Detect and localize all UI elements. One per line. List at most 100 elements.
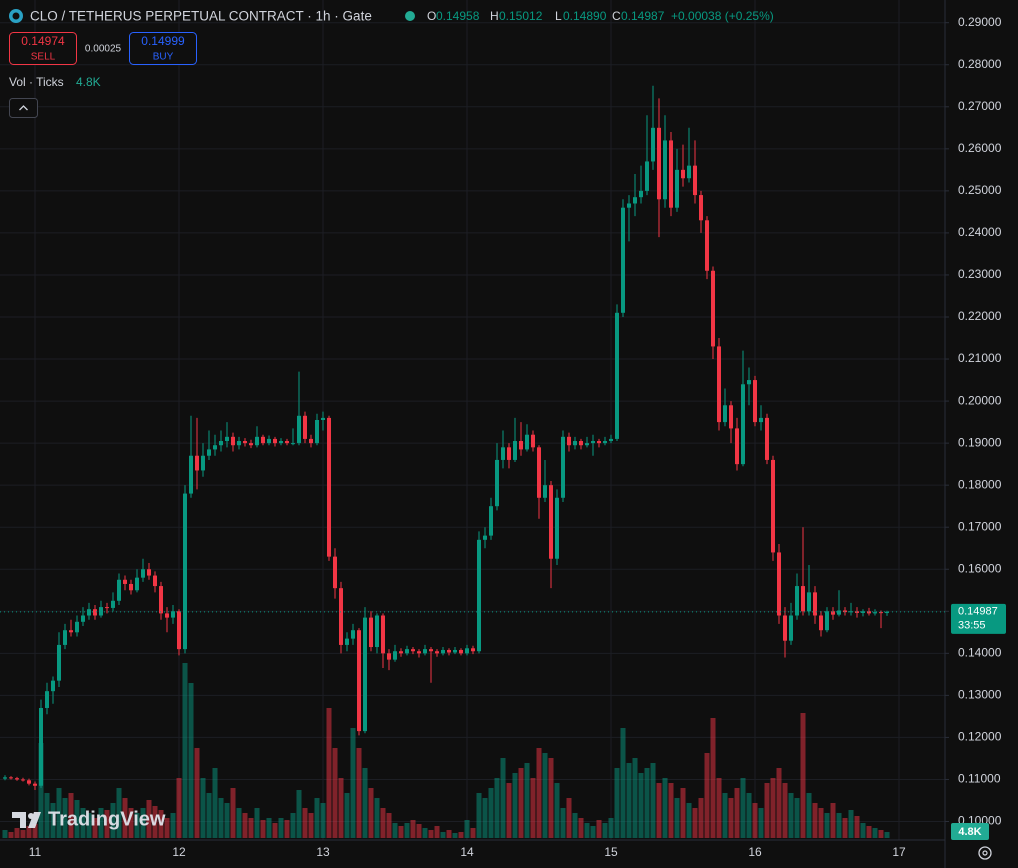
candle-body: [219, 441, 223, 446]
sell-button[interactable]: 0.14974 SELL: [9, 32, 77, 65]
candle-body: [213, 445, 217, 450]
candle-body: [861, 611, 865, 613]
volume-bar: [500, 758, 506, 838]
candle-body: [315, 420, 319, 444]
y-tick-label: 0.25000: [958, 183, 1002, 197]
volume-bar: [446, 830, 452, 838]
volume-bar: [710, 718, 716, 838]
settings-icon-core[interactable]: [982, 850, 988, 856]
sell-label[interactable]: SELL: [31, 52, 56, 63]
candle-body: [333, 556, 337, 589]
volume-bar: [506, 783, 512, 838]
y-tick-label: 0.23000: [958, 267, 1002, 281]
candle-body: [75, 621, 79, 633]
volume-bar: [128, 808, 134, 838]
volume-bar: [722, 793, 728, 838]
buy-label[interactable]: BUY: [153, 52, 174, 63]
volume-bar: [386, 813, 392, 838]
volume-bar: [170, 813, 176, 838]
sell-price[interactable]: 0.14974: [21, 34, 65, 48]
candle-body: [615, 312, 619, 439]
candle-body: [483, 535, 487, 540]
settings-button[interactable]: [978, 846, 992, 860]
volume-bar: [770, 778, 776, 838]
candle-body: [711, 270, 715, 347]
volume-layer: [2, 663, 890, 838]
volume-title: Vol · Ticks: [9, 75, 64, 89]
volume-badge: [951, 823, 989, 840]
candle-body: [243, 441, 247, 444]
candle-body: [237, 441, 241, 446]
volume-bar: [434, 826, 440, 838]
candle-body: [723, 405, 727, 423]
volume-bar: [392, 823, 398, 838]
volume-bar: [50, 803, 56, 838]
candle-body: [345, 638, 349, 645]
volume-bar: [860, 823, 866, 838]
candle-body: [105, 607, 109, 609]
candle-body: [717, 346, 721, 423]
collapse-frame[interactable]: [9, 98, 38, 118]
candle-body: [225, 436, 229, 442]
candle-body: [111, 600, 115, 608]
candle-body: [435, 651, 439, 654]
collapse-chevron[interactable]: [19, 105, 28, 111]
candle-body: [741, 384, 745, 465]
volume-bar: [752, 803, 758, 838]
buy-price[interactable]: 0.14999: [141, 34, 185, 48]
volume-bar: [314, 798, 320, 838]
watermark: TradingView: [12, 808, 166, 830]
candle-body: [489, 506, 493, 536]
volume-bar: [230, 788, 236, 838]
candle-body: [231, 436, 235, 446]
candle-body: [585, 443, 589, 446]
y-tick-label: 0.28000: [958, 57, 1002, 71]
volume-bar: [854, 816, 860, 838]
y-tick-label: 0.17000: [958, 519, 1002, 533]
candle-body: [789, 615, 793, 641]
candle-body: [303, 415, 307, 439]
volume-bar: [866, 826, 872, 838]
candle-body: [801, 586, 805, 612]
candle-body: [465, 648, 469, 654]
volume-bar: [14, 828, 20, 838]
buy-button[interactable]: 0.14999 BUY: [129, 32, 197, 65]
y-tick-label: 0.13000: [958, 688, 1002, 702]
volume-bar: [98, 808, 104, 838]
y-tick-label: 0.14000: [958, 646, 1002, 660]
candle-body: [771, 459, 775, 553]
candle-body: [495, 459, 499, 507]
volume-bar: [590, 826, 596, 838]
y-tick-label: 0.29000: [958, 15, 1002, 29]
volume-bar: [422, 828, 428, 838]
settings-icon[interactable]: [978, 846, 992, 860]
candle-body: [27, 780, 31, 784]
candle-body: [189, 455, 193, 494]
candle-body: [63, 630, 67, 645]
collapse-button[interactable]: [9, 98, 38, 118]
volume-bar: [830, 803, 836, 838]
y-tick-label: 0.16000: [958, 561, 1002, 575]
volume-bar: [872, 828, 878, 838]
candle-body: [285, 441, 289, 444]
candle-body: [609, 438, 613, 442]
x-tick-label: 12: [172, 845, 186, 859]
candle-body: [507, 447, 511, 460]
candle-body: [699, 195, 703, 221]
buy-button-frame[interactable]: [129, 32, 197, 65]
volume-bar: [782, 783, 788, 838]
volume-bar: [560, 808, 566, 838]
candle-body: [405, 649, 409, 654]
volume-bar: [272, 823, 278, 838]
candle-body: [141, 569, 145, 578]
candle-body: [249, 443, 253, 446]
volume-bar: [44, 793, 50, 838]
y-tick-label: 0.20000: [958, 393, 1002, 407]
candle-body: [669, 140, 673, 208]
volume-bar: [812, 803, 818, 838]
candle-body: [351, 630, 355, 639]
last-price-badge: [951, 603, 1006, 634]
volume-bar: [848, 810, 854, 838]
sell-button-frame[interactable]: [9, 32, 77, 65]
candle-body: [369, 617, 373, 648]
